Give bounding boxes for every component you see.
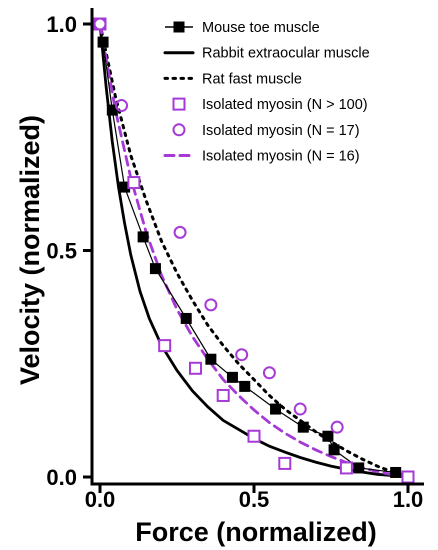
data-point <box>339 461 353 475</box>
legend-label: Isolated myosin (N = 16) <box>202 149 360 165</box>
legend-item: Isolated myosin (N > 100) <box>172 97 368 113</box>
data-point <box>353 462 365 474</box>
data-point <box>322 430 334 442</box>
data-point <box>226 371 238 383</box>
x-ticks: 0.0 0.5 1.0 <box>85 484 424 512</box>
legend-item: Isolated myosin (N = 16) <box>163 149 360 165</box>
y-axis-title: Velocity (normalized) <box>15 115 45 385</box>
legend: Mouse toe muscle Rabbit extraocular muscl… <box>163 20 370 165</box>
data-point <box>115 99 129 113</box>
data-point <box>127 176 141 190</box>
data-point <box>390 466 402 478</box>
data-point <box>204 298 218 312</box>
data-point <box>97 36 109 48</box>
data-point <box>239 380 251 392</box>
y-tick-label: 1.0 <box>46 12 77 37</box>
data-point <box>93 17 107 31</box>
x-tick-label: 1.0 <box>393 487 424 512</box>
data-point <box>247 429 261 443</box>
x-tick-label: 0.5 <box>239 487 270 512</box>
data-point <box>293 402 307 416</box>
data-point <box>180 312 192 324</box>
series-mouse-toe-muscle <box>97 36 402 478</box>
y-ticks: 0.0 0.5 1.0 <box>46 12 92 490</box>
legend-item: Rabbit extraocular muscle <box>163 46 370 62</box>
data-point <box>235 348 249 362</box>
data-point <box>262 366 276 380</box>
series-isolated-myosin-n-17 <box>93 17 344 434</box>
legend-label: Mouse toe muscle <box>202 20 320 36</box>
series-line <box>98 22 410 479</box>
legend-marker <box>173 21 185 33</box>
y-tick-label: 0.5 <box>46 239 77 264</box>
data-point <box>106 104 118 116</box>
legend-item: Rat fast muscle <box>163 71 302 87</box>
legend-item: Mouse toe muscle <box>165 20 320 36</box>
data-point <box>137 231 149 243</box>
data-point <box>330 420 344 434</box>
series-isolated-myosin-n-16 <box>98 22 410 479</box>
data-point <box>297 421 309 433</box>
data-point <box>205 353 217 365</box>
axes: 0.0 0.5 1.0 0.0 0.5 1.0 <box>46 8 424 512</box>
series-rat-fast-muscle <box>98 22 410 479</box>
data-point <box>270 403 282 415</box>
legend-label: Isolated myosin (N > 100) <box>202 97 368 113</box>
data-point <box>278 456 292 470</box>
legend-label: Isolated myosin (N = 17) <box>202 123 360 139</box>
legend-marker <box>172 97 186 111</box>
legend-label: Rabbit extraocular muscle <box>202 46 370 62</box>
x-axis-title: Force (normalized) <box>135 517 377 547</box>
legend-marker <box>172 123 186 137</box>
legend-label: Rat fast muscle <box>202 71 302 87</box>
plot-area <box>93 17 415 484</box>
data-point <box>173 225 187 239</box>
y-tick-label: 0.0 <box>46 465 77 490</box>
series-line <box>98 22 410 479</box>
data-point <box>328 444 340 456</box>
series-isolated-myosin-n-100 <box>93 17 415 484</box>
data-point <box>158 339 172 353</box>
x-tick-label: 0.0 <box>85 487 116 512</box>
data-point <box>188 361 202 375</box>
legend-item: Isolated myosin (N = 17) <box>172 123 360 139</box>
data-point <box>216 388 230 402</box>
data-point <box>401 470 415 484</box>
data-point <box>119 181 131 193</box>
data-point <box>149 263 161 275</box>
